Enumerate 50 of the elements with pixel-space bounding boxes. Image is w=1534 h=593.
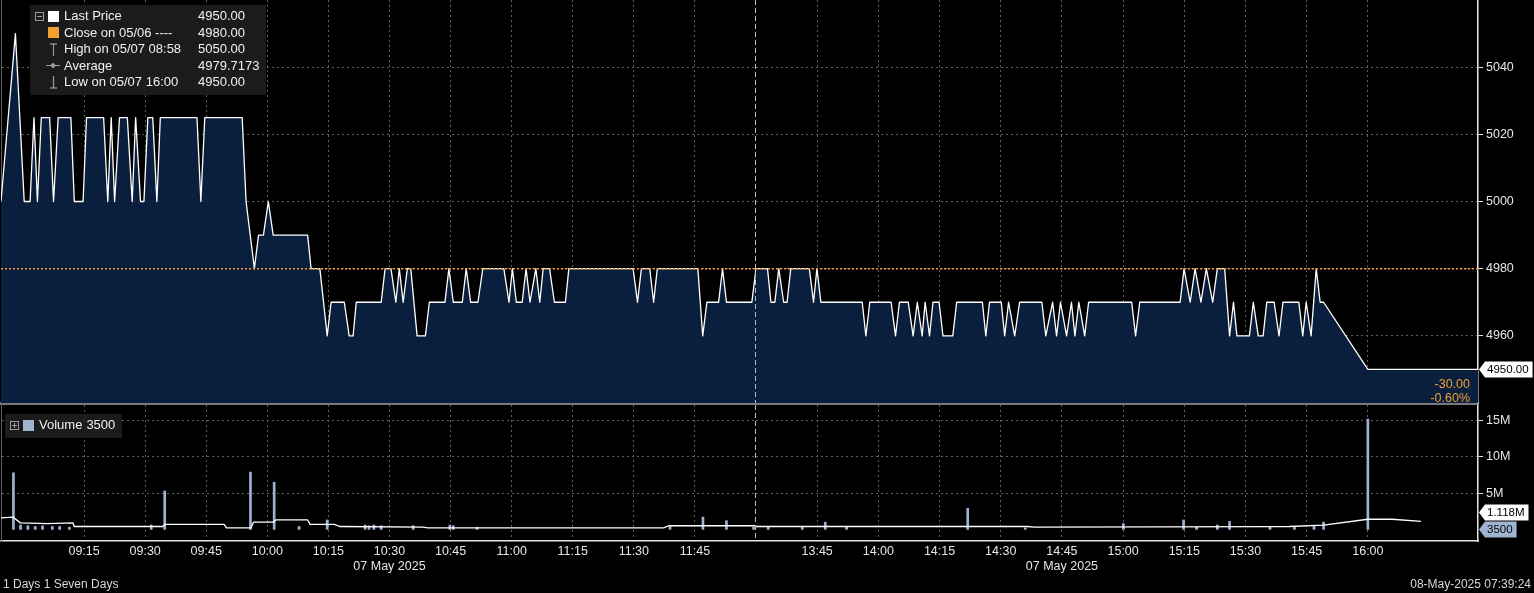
y-tick-label: 5M bbox=[1486, 485, 1504, 500]
y-tick-label: 10M bbox=[1486, 449, 1511, 464]
text: 1.118M bbox=[1487, 506, 1525, 519]
x-tick-label: 10:15 bbox=[312, 543, 345, 558]
x-tick-label: 11:00 bbox=[496, 543, 527, 558]
x-tick-label: 15:15 bbox=[1168, 543, 1200, 558]
text: 4950.00 bbox=[1487, 363, 1529, 376]
y-tick-label: 5020 bbox=[1486, 126, 1514, 141]
annotation: 3500 bbox=[86, 417, 116, 434]
y-tick-label: 4980 bbox=[1486, 261, 1514, 276]
annotation: 4980.00 bbox=[198, 24, 245, 41]
x-tick-label: 15:00 bbox=[1107, 543, 1139, 558]
text: 1 Days 1 Seven Days bbox=[2, 577, 120, 591]
x-tick-label: 14:30 bbox=[985, 543, 1017, 558]
y-tick-label: 15M bbox=[1486, 413, 1511, 428]
x-tick-label: 11:45 bbox=[679, 543, 711, 558]
x-tick-label: 10:45 bbox=[434, 543, 467, 558]
x-tick-label: 09:15 bbox=[68, 543, 100, 558]
x-tick-label: 10:30 bbox=[373, 543, 406, 558]
annotation: 5050.00 bbox=[198, 41, 245, 58]
x-tick-label: 14:45 bbox=[1046, 543, 1078, 558]
legend-label: Volume bbox=[39, 417, 83, 434]
text: 08-May-2025 07:39:24 bbox=[1409, 577, 1532, 591]
y-tick-label: 4960 bbox=[1486, 328, 1514, 343]
x-tick-label: 09:30 bbox=[129, 543, 161, 558]
annotation: -0.60% bbox=[1430, 390, 1470, 405]
legend-label: Close on 05/06 ---- bbox=[64, 24, 174, 41]
x-tick-label: 16:00 bbox=[1352, 543, 1384, 558]
annotation: High on 05/07 08:58 bbox=[64, 41, 183, 58]
x-tick-label: 14:00 bbox=[862, 543, 895, 558]
x-tick-label: 11:15 bbox=[557, 543, 588, 558]
legend-label: Last Price bbox=[64, 8, 123, 25]
x-tick-label: 14:15 bbox=[923, 543, 956, 558]
x-tick-label: 15:45 bbox=[1291, 543, 1323, 558]
x-tick-label: 10:00 bbox=[251, 543, 284, 558]
text: 07 May 2025 bbox=[353, 559, 426, 574]
y-tick-label: 5000 bbox=[1486, 193, 1514, 208]
annotation: Average bbox=[64, 57, 114, 74]
text: 3500 bbox=[1487, 523, 1513, 536]
text: 07 May 2025 bbox=[1025, 559, 1099, 574]
x-tick-label: 09:45 bbox=[190, 543, 222, 558]
y-tick-label: 5040 bbox=[1486, 59, 1514, 74]
x-tick-label: 11:30 bbox=[618, 543, 650, 558]
annotation: 4950.00 bbox=[198, 74, 245, 91]
annotation: 4950.00 bbox=[198, 8, 245, 25]
annotation: Low on 05/07 16:00 bbox=[64, 74, 180, 91]
x-tick-label: 13:45 bbox=[801, 543, 833, 558]
annotation: 4979.7173 bbox=[198, 57, 260, 74]
x-tick-label: 15:30 bbox=[1229, 543, 1262, 558]
annotation: -30.00 bbox=[1434, 376, 1471, 391]
